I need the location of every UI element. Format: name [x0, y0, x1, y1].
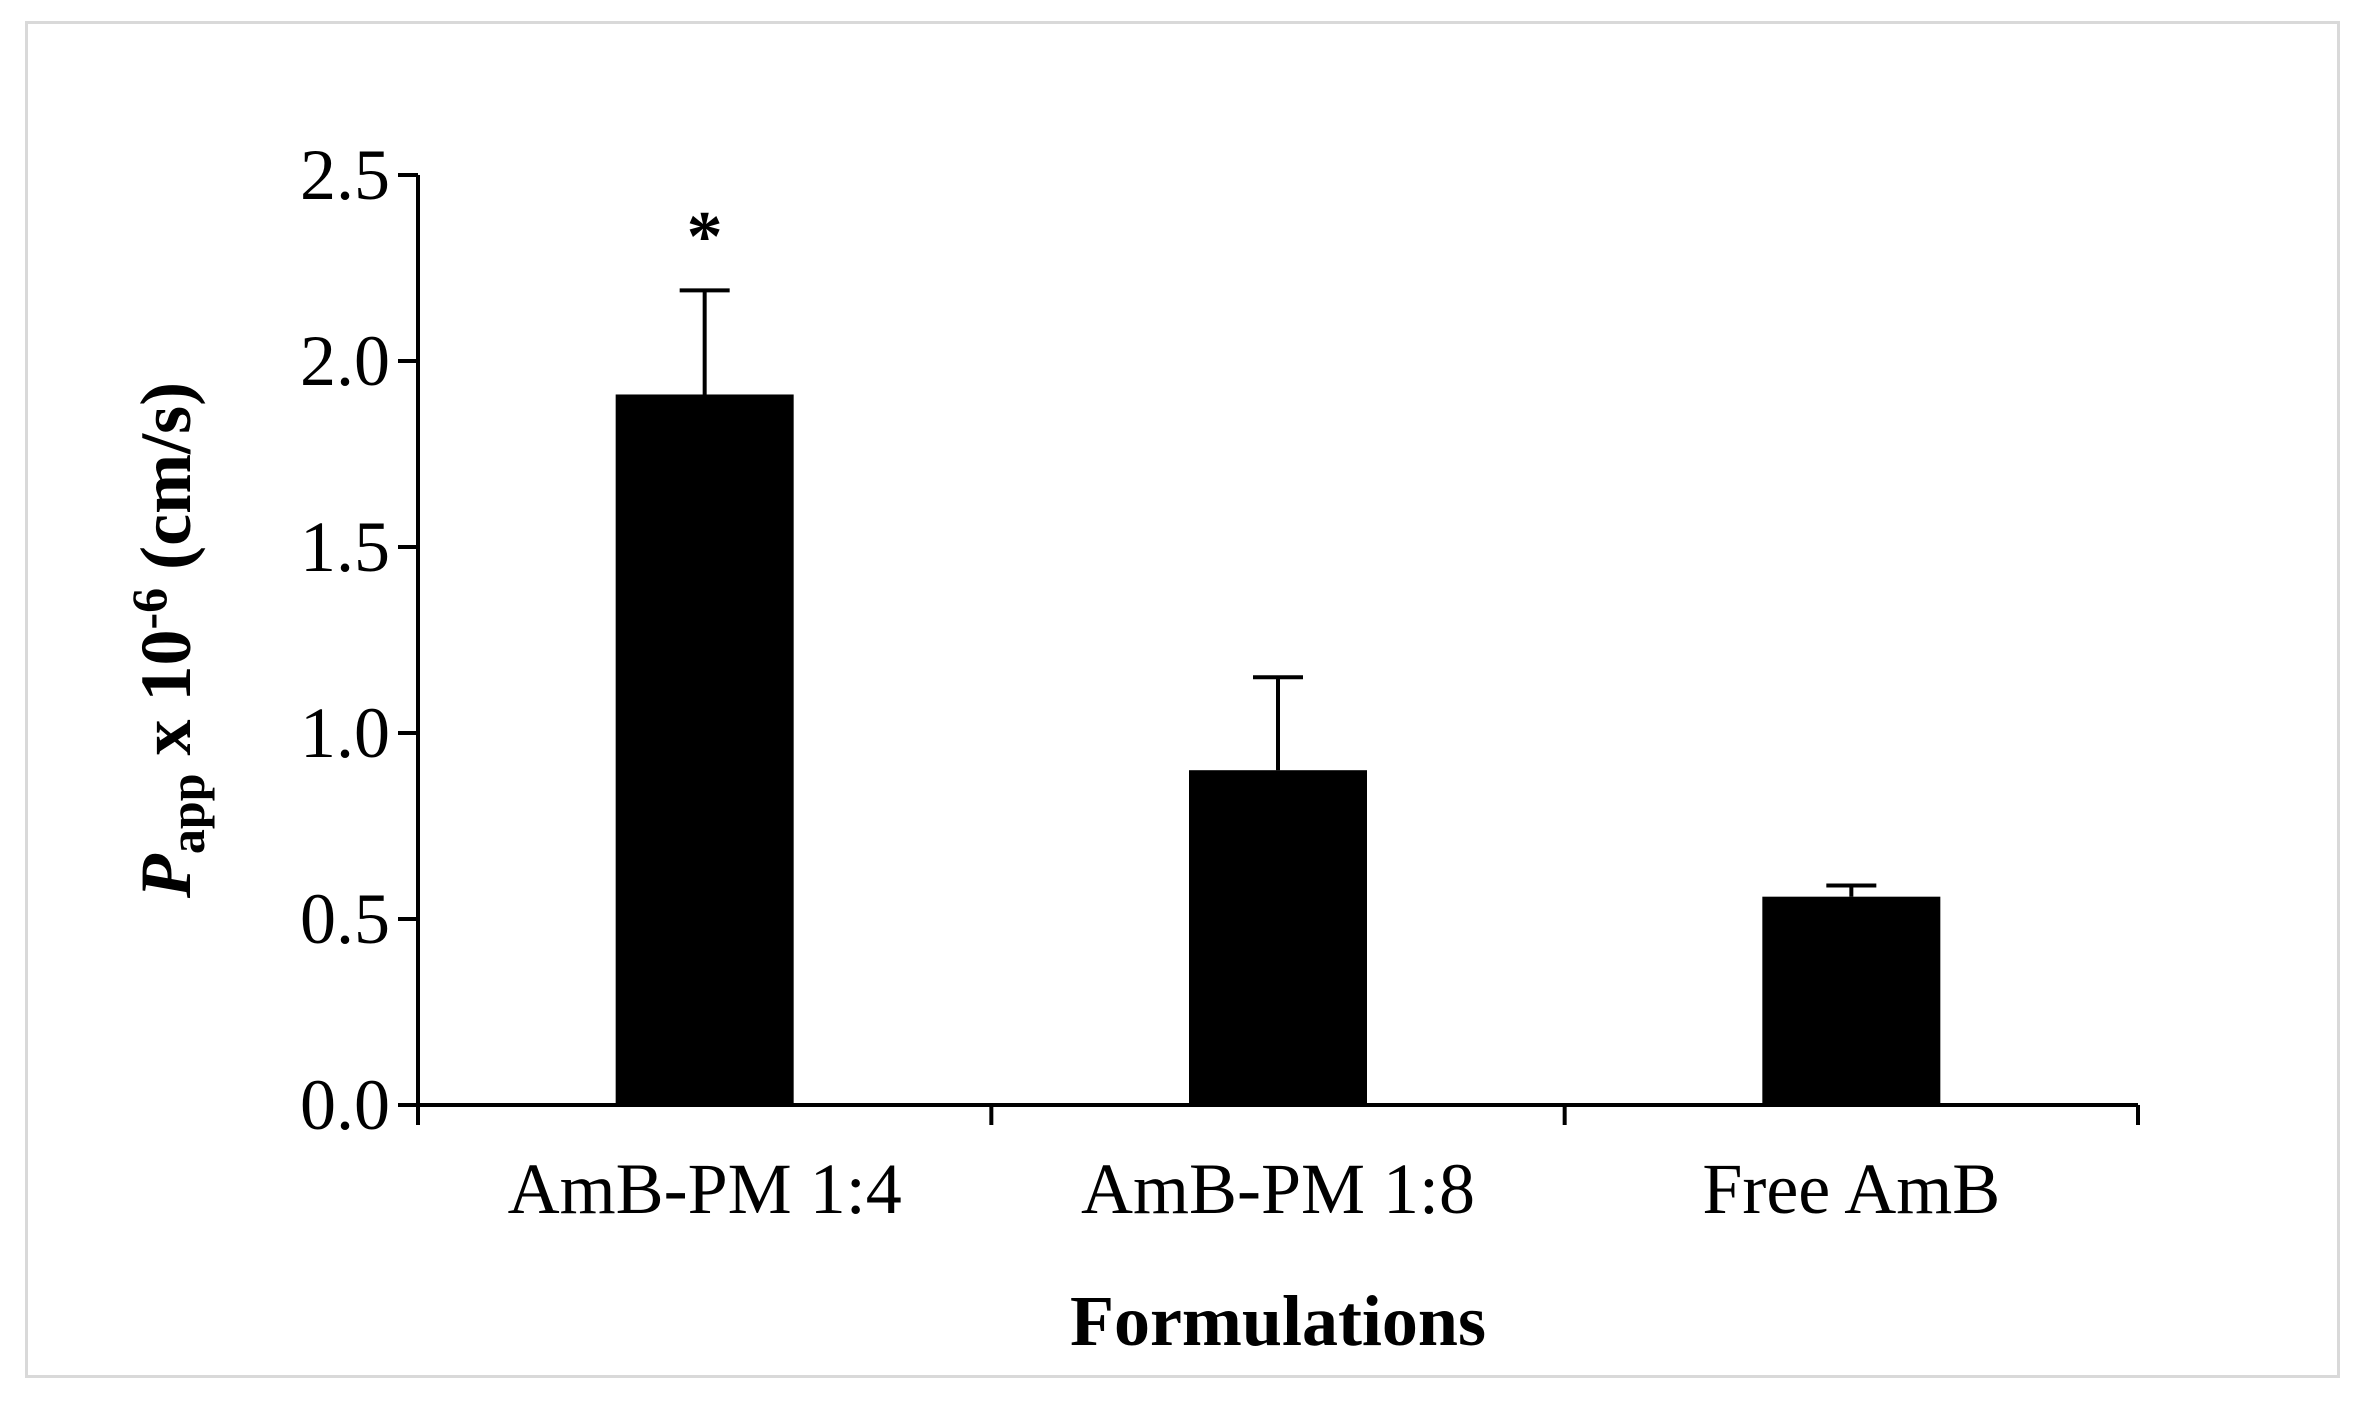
y-axis-title: Papp x 10-6 (cm/s): [121, 382, 215, 899]
chart-frame: [25, 21, 2340, 1378]
x-category-label: AmB-PM 1:8: [1081, 1149, 1475, 1229]
x-axis-ticks: [416, 1105, 2140, 1125]
y-axis-title-symbol: P: [126, 853, 206, 899]
y-axis-title-unit: (cm/s): [126, 382, 206, 588]
y-tick-label: 2.5: [300, 135, 390, 215]
y-tick-label: 1.5: [300, 507, 390, 587]
x-axis-title: Formulations: [1070, 1281, 1486, 1361]
bars-group: *: [615, 196, 1941, 1106]
bar: [1762, 896, 1941, 1105]
y-axis-title-subscript: app: [159, 773, 215, 854]
x-category-label: Free AmB: [1702, 1149, 2000, 1229]
y-tick-label: 2.0: [300, 321, 390, 401]
y-tick-label: 0.0: [300, 1065, 390, 1145]
x-category-label: AmB-PM 1:4: [508, 1149, 902, 1229]
y-axis-ticks: 0.0 0.5 1.0 1.5 2.0 2.5: [300, 135, 418, 1145]
y-tick-label: 0.5: [300, 879, 390, 959]
category-labels: AmB-PM 1:4 AmB-PM 1:8 Free AmB: [508, 1149, 2001, 1229]
y-axis-title-middle: x 10: [126, 629, 206, 773]
significance-marker: *: [687, 196, 723, 276]
y-axis-title-superscript: -6: [121, 588, 177, 630]
bar: [615, 394, 794, 1106]
bar: [1189, 770, 1367, 1105]
y-tick-label: 1.0: [300, 693, 390, 773]
